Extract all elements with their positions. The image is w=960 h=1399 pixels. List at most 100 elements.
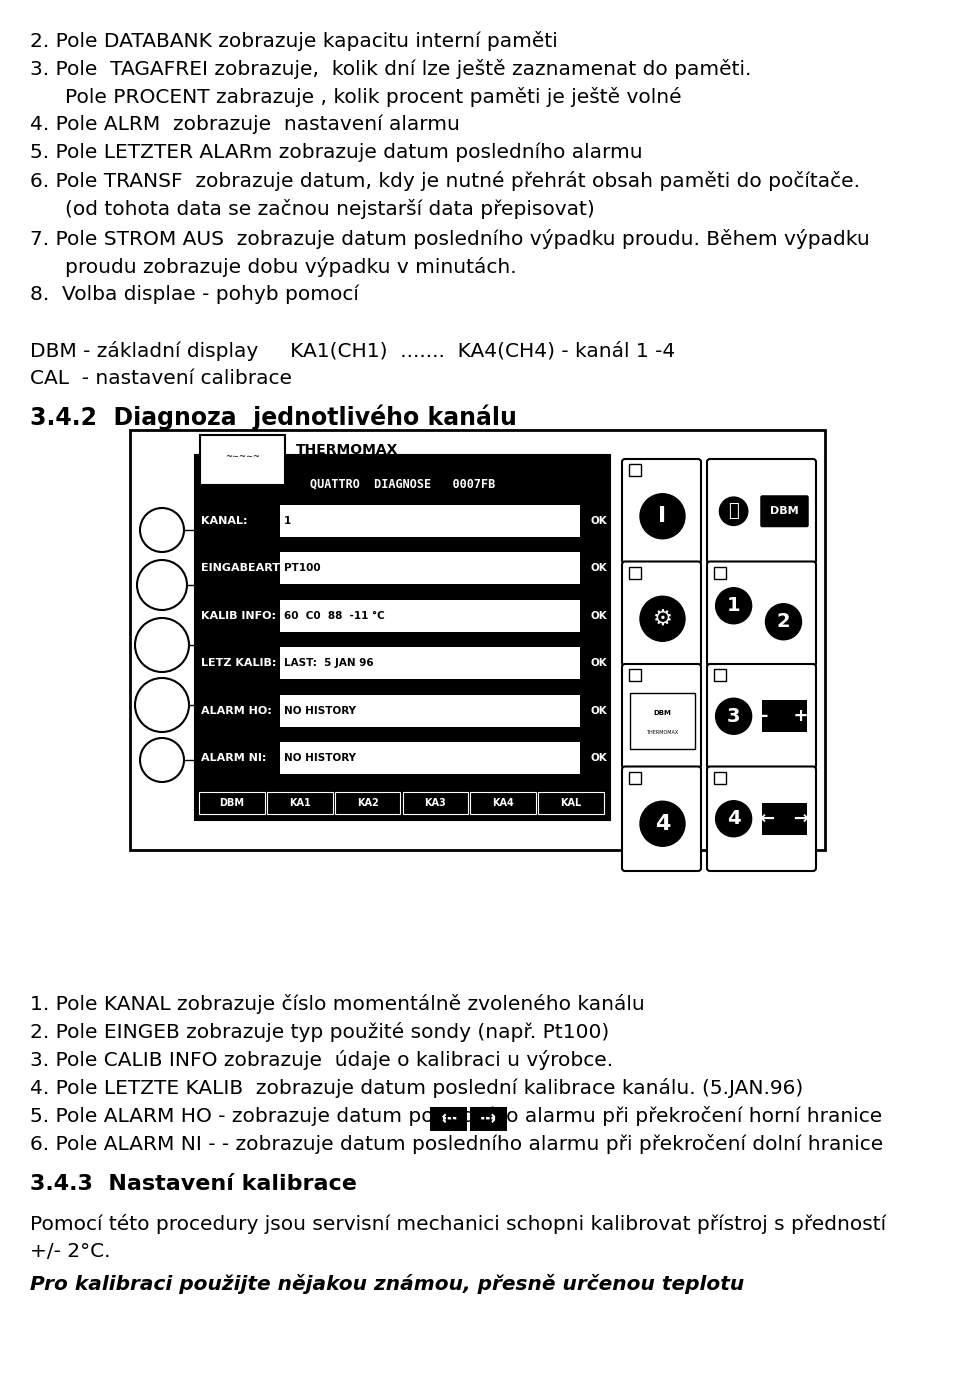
- Text: proudu zobrazuje dobu výpadku v minutách.: proudu zobrazuje dobu výpadku v minutách…: [65, 257, 516, 277]
- Text: PT100: PT100: [284, 564, 321, 574]
- Bar: [714, 567, 726, 579]
- Bar: [335, 792, 400, 814]
- Text: 2. Pole EINGEB zobrazuje typ použité sondy (např. Pt100): 2. Pole EINGEB zobrazuje typ použité son…: [30, 1023, 610, 1042]
- Bar: [280, 694, 580, 727]
- Text: 1: 1: [284, 516, 291, 526]
- FancyBboxPatch shape: [622, 767, 701, 872]
- Text: -    +: - +: [760, 708, 808, 725]
- Text: 8.  Volba displae - pohyb pomocí: 8. Volba displae - pohyb pomocí: [30, 285, 359, 305]
- Bar: [629, 771, 641, 783]
- Text: 4: 4: [727, 809, 740, 828]
- Text: —SM QUATTRO: —SM QUATTRO: [296, 467, 381, 477]
- Text: I: I: [659, 506, 666, 526]
- FancyBboxPatch shape: [707, 767, 816, 872]
- Text: KA3: KA3: [424, 797, 446, 809]
- Circle shape: [715, 588, 752, 624]
- Bar: [630, 693, 695, 750]
- Text: KA2: KA2: [357, 797, 378, 809]
- Text: KALIB INFO:: KALIB INFO:: [201, 611, 276, 621]
- Bar: [199, 792, 265, 814]
- Bar: [267, 792, 333, 814]
- Text: 6. Pole ALARM NI - - zobrazuje datum posledního alarmu při překročení dolní hran: 6. Pole ALARM NI - - zobrazuje datum pos…: [30, 1135, 883, 1154]
- Bar: [762, 803, 806, 835]
- Text: 4. Pole ALRM  zobrazuje  nastavení alarmu: 4. Pole ALRM zobrazuje nastavení alarmu: [30, 115, 460, 134]
- Bar: [714, 669, 726, 681]
- Bar: [200, 435, 285, 485]
- Text: ⚙: ⚙: [653, 609, 673, 628]
- FancyBboxPatch shape: [707, 459, 816, 564]
- Text: 4. Pole LETZTE KALIB  zobrazuje datum poslední kalibrace kanálu. (5.JAN.96): 4. Pole LETZTE KALIB zobrazuje datum pos…: [30, 1079, 804, 1098]
- Bar: [195, 455, 610, 820]
- Circle shape: [640, 596, 685, 641]
- Text: 3.4.2  Diagnoza  jednotlivého kanálu: 3.4.2 Diagnoza jednotlivého kanálu: [30, 404, 516, 429]
- Circle shape: [640, 494, 685, 539]
- Text: Pole PROCENT zabrazuje , kolik procent paměti je ještě volné: Pole PROCENT zabrazuje , kolik procent p…: [65, 87, 682, 106]
- Text: 1: 1: [727, 596, 740, 616]
- Text: Pomocí této procedury jsou servisní mechanici schopni kalibrovat přístroj s před: Pomocí této procedury jsou servisní mech…: [30, 1214, 886, 1234]
- Circle shape: [765, 604, 802, 639]
- Text: DBM: DBM: [770, 506, 799, 516]
- Text: THERMOMAX: THERMOMAX: [646, 730, 679, 734]
- Text: KA1: KA1: [289, 797, 311, 809]
- Bar: [280, 600, 580, 632]
- Bar: [629, 567, 641, 579]
- FancyBboxPatch shape: [622, 459, 701, 564]
- Text: THERMOMAX: THERMOMAX: [296, 443, 398, 457]
- Text: 6. Pole TRANSF  zobrazuje datum, kdy je nutné přehrát obsah paměti do počítače.: 6. Pole TRANSF zobrazuje datum, kdy je n…: [30, 171, 860, 192]
- Text: ~∼~∼~: ~∼~∼~: [225, 453, 260, 462]
- Bar: [762, 701, 806, 732]
- Text: Pro kalibraci použijte nějakou známou, přesně určenou teplotu: Pro kalibraci použijte nějakou známou, p…: [30, 1274, 744, 1294]
- Text: (od tohota data se začnou nejstarší data přepisovat): (od tohota data se začnou nejstarší data…: [65, 199, 595, 220]
- Bar: [280, 741, 580, 775]
- Text: OK: OK: [590, 659, 607, 669]
- Bar: [430, 1107, 467, 1130]
- Text: 3.4.3  Nastavení kalibrace: 3.4.3 Nastavení kalibrace: [30, 1174, 357, 1193]
- Text: 1. Pole KANAL zobrazuje číslo momentálně zvoleného kanálu: 1. Pole KANAL zobrazuje číslo momentálně…: [30, 995, 645, 1014]
- Bar: [539, 792, 604, 814]
- FancyBboxPatch shape: [707, 561, 816, 666]
- Bar: [280, 648, 580, 680]
- Text: 7. Pole STROM AUS  zobrazuje datum posledního výpadku proudu. Během výpadku: 7. Pole STROM AUS zobrazuje datum posled…: [30, 229, 870, 249]
- Bar: [280, 553, 580, 585]
- Text: KAL: KAL: [561, 797, 582, 809]
- Text: NO HISTORY: NO HISTORY: [284, 753, 356, 764]
- Text: +/- 2°C.: +/- 2°C.: [30, 1242, 110, 1260]
- Text: DBM - základní display     KA1(CH1)  .......  KA4(CH4) - kanál 1 -4: DBM - základní display KA1(CH1) ....... …: [30, 341, 675, 361]
- Text: 2: 2: [777, 613, 790, 631]
- Text: ⛰: ⛰: [729, 502, 739, 520]
- Bar: [280, 505, 580, 537]
- Text: ALARM NI:: ALARM NI:: [201, 753, 266, 764]
- Text: 3: 3: [727, 706, 740, 726]
- Text: 60  C0  88  -11 °C: 60 C0 88 -11 °C: [284, 611, 385, 621]
- FancyBboxPatch shape: [622, 665, 701, 768]
- Text: QUATTRO  DIAGNOSE   0007FB: QUATTRO DIAGNOSE 0007FB: [310, 477, 495, 490]
- Text: 3. Pole CALIB INFO zobrazuje  údaje o kalibraci u výrobce.: 3. Pole CALIB INFO zobrazuje údaje o kal…: [30, 1051, 613, 1070]
- Text: LAST:  5 JAN 96: LAST: 5 JAN 96: [284, 659, 373, 669]
- Text: OK: OK: [590, 705, 607, 716]
- Text: 4: 4: [655, 814, 670, 834]
- Text: OK: OK: [590, 564, 607, 574]
- Text: ALARM HO:: ALARM HO:: [201, 705, 272, 716]
- Circle shape: [715, 800, 752, 837]
- Text: OK: OK: [590, 611, 607, 621]
- FancyBboxPatch shape: [707, 665, 816, 768]
- Circle shape: [715, 698, 752, 734]
- Text: KA4: KA4: [492, 797, 515, 809]
- Circle shape: [719, 497, 748, 526]
- Bar: [470, 792, 537, 814]
- FancyBboxPatch shape: [622, 561, 701, 666]
- Text: CAL  - nastavení calibrace: CAL - nastavení calibrace: [30, 369, 292, 388]
- Bar: [130, 429, 825, 851]
- Text: DBM: DBM: [654, 709, 671, 716]
- Text: 5. Pole ALARM HO - zobrazuje datum posledního alarmu při překročení horní hranic: 5. Pole ALARM HO - zobrazuje datum posle…: [30, 1107, 882, 1126]
- Bar: [629, 669, 641, 681]
- Bar: [402, 792, 468, 814]
- Text: 2. Pole DATABANK zobrazuje kapacitu interní paměti: 2. Pole DATABANK zobrazuje kapacitu inte…: [30, 31, 558, 50]
- Text: LETZ KALIB:: LETZ KALIB:: [201, 659, 276, 669]
- Text: KANAL:: KANAL:: [201, 516, 248, 526]
- FancyBboxPatch shape: [760, 495, 808, 527]
- Circle shape: [640, 802, 685, 846]
- Text: DBM: DBM: [220, 797, 245, 809]
- Bar: [714, 771, 726, 783]
- Text: ←: ←: [440, 1109, 457, 1129]
